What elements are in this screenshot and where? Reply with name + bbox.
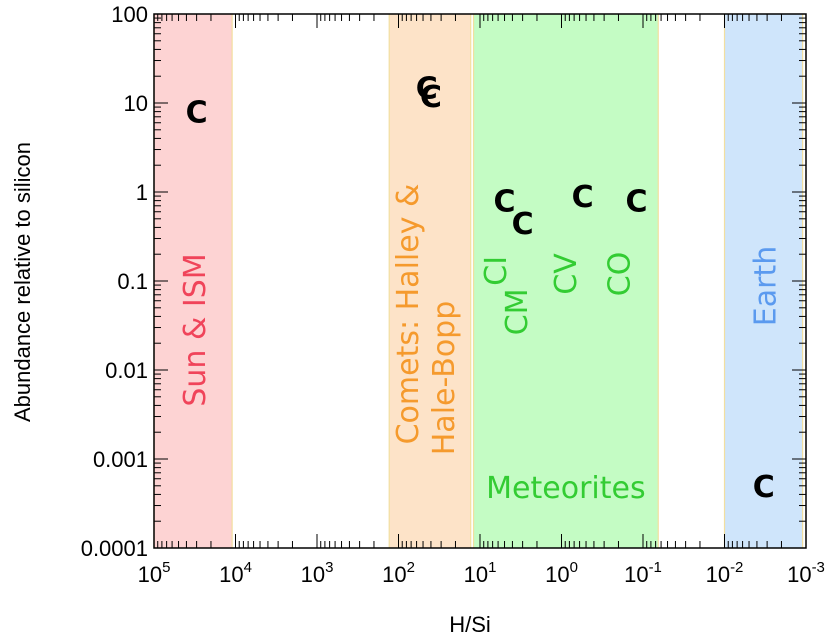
x-axis-title: H/Si <box>449 612 491 637</box>
point-cm: C <box>512 207 534 242</box>
x-tick-label: 10-3 <box>787 559 825 587</box>
region-labels-layer: Sun & ISM Comets: Halley & Hale-Bopp Meteor… <box>178 184 784 506</box>
point-earth: C <box>753 470 775 505</box>
y-tick-label: 100 <box>111 2 148 27</box>
x-tick-label: 101 <box>464 559 497 587</box>
y-tick-label: 0.001 <box>93 447 148 472</box>
x-tick-label: 100 <box>545 559 578 587</box>
y-tick-label: 0.01 <box>105 358 148 383</box>
y-tick-label: 0.1 <box>117 269 148 294</box>
point-sun-ism: C <box>186 96 208 131</box>
sublabel-ci: CI <box>479 256 514 286</box>
plot-frame <box>153 13 807 549</box>
x-tick-label: 103 <box>301 559 334 587</box>
y-tick-label: 10 <box>124 91 148 116</box>
point-ci: C <box>494 185 516 220</box>
y-tick-label: 1 <box>136 180 148 205</box>
x-tick-label: 10-2 <box>706 559 744 587</box>
region-label-meteorites: Meteorites <box>486 471 645 506</box>
x-tick-label: 104 <box>219 559 252 587</box>
region-earth <box>724 14 803 548</box>
x-tick-label: 102 <box>382 559 415 587</box>
sublabel-co: CO <box>602 252 637 297</box>
tick-labels-layer: 105 104 103 102 101 100 10-1 10-2 10-31001010.10… <box>81 2 825 587</box>
regions-layer <box>153 14 804 548</box>
point-co: C <box>626 185 648 220</box>
x-tick-label: 10-1 <box>624 559 662 587</box>
region-label-comets-line1: Comets: Halley & <box>391 184 426 445</box>
sublabel-cv: CV <box>549 253 584 295</box>
region-label-earth: Earth <box>749 246 784 326</box>
region-label-sun-ism: Sun & ISM <box>178 253 213 406</box>
y-tick-label: 0.0001 <box>81 536 148 561</box>
point-comet-hale-bopp: C <box>420 80 442 115</box>
sublabel-cm: CM <box>500 288 535 335</box>
region-label-comets-line2: Hale-Bopp <box>427 301 462 456</box>
y-axis-title: Abundance relative to silicon <box>10 142 35 422</box>
region-meteorites <box>473 14 659 548</box>
x-tick-label: 105 <box>138 559 171 587</box>
point-comet-halley: C <box>416 71 438 106</box>
point-cv: C <box>572 180 594 215</box>
ticks-layer <box>153 13 807 549</box>
region-comets <box>389 14 471 548</box>
